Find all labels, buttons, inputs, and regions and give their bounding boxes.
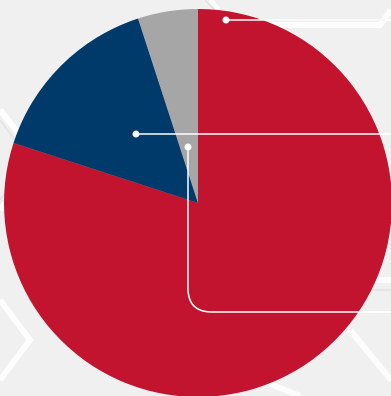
pie-slice-3 <box>138 9 198 203</box>
leader-lines <box>132 16 391 313</box>
pie-slice-1 <box>4 9 391 396</box>
pie-slices <box>4 9 391 396</box>
pie-slice-2 <box>13 18 198 203</box>
leader-dot-slice-2 <box>132 130 140 138</box>
leader-dot-slice-3 <box>184 143 192 151</box>
leader-dot-slice-1 <box>222 16 230 24</box>
leader-line-slice-3 <box>187 147 391 313</box>
